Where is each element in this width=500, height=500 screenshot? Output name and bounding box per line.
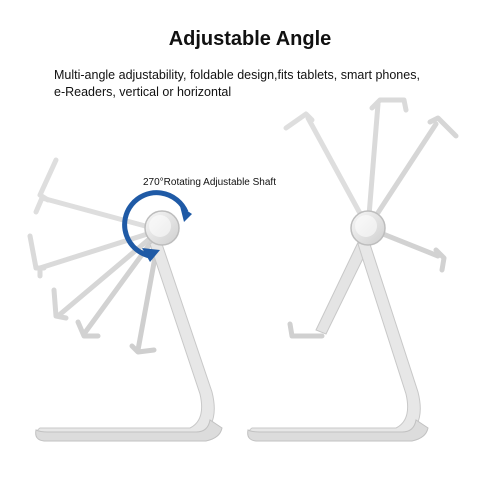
feature-description: Multi-angle adjustability, foldable desi… [54, 67, 494, 101]
left-stand-ghost-positions [27, 157, 163, 355]
ghost-position-3 [51, 227, 163, 321]
page-title: Adjustable Angle [168, 28, 332, 50]
ghost-position-2 [27, 227, 163, 279]
right-stand-base [247, 237, 429, 442]
ghost-position-up [365, 97, 409, 231]
ghost-position-1 [33, 157, 163, 233]
ghost-position-4 [75, 227, 163, 339]
rotating-shaft-label: 270°Rotating Adjustable Shaft [143, 177, 276, 188]
right-hinge-hub [350, 210, 386, 246]
ghost-position-up-right [365, 115, 459, 231]
description-line-1: Multi-angle adjustability, foldable desi… [54, 68, 420, 82]
rotation-arrow [122, 190, 192, 262]
left-hinge-hub [144, 210, 180, 246]
ghost-position-up-left [283, 111, 371, 231]
left-stand-base [35, 237, 223, 442]
description-line-2: e-Readers, vertical or horizontal [54, 85, 232, 99]
